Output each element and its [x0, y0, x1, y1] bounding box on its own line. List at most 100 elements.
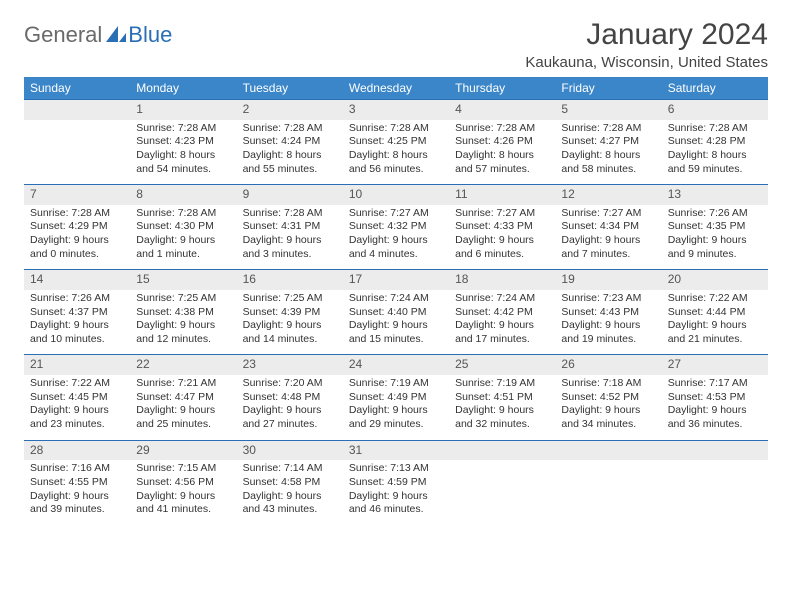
day-line: Sunset: 4:35 PM: [668, 220, 762, 234]
day-line: Daylight: 9 hours: [561, 234, 655, 248]
day-line: Daylight: 8 hours: [349, 149, 443, 163]
day-header: Friday: [555, 77, 661, 100]
header: General Blue January 2024 Kaukauna, Wisc…: [24, 18, 768, 71]
day-number: 26: [561, 357, 574, 371]
day-number-cell: 27: [662, 355, 768, 375]
day-line: and 12 minutes.: [136, 333, 230, 347]
day-line: Sunset: 4:39 PM: [243, 306, 337, 320]
day-line: Sunset: 4:34 PM: [561, 220, 655, 234]
day-line: Sunrise: 7:25 AM: [136, 292, 230, 306]
day-line: and 0 minutes.: [30, 248, 124, 262]
day-detail-cell: Sunrise: 7:26 AMSunset: 4:37 PMDaylight:…: [24, 290, 130, 355]
day-detail-cell: Sunrise: 7:15 AMSunset: 4:56 PMDaylight:…: [130, 460, 236, 525]
day-line: and 17 minutes.: [455, 333, 549, 347]
daynum-row: 21222324252627: [24, 355, 768, 375]
day-line: Sunrise: 7:28 AM: [668, 122, 762, 136]
day-detail-cell: Sunrise: 7:27 AMSunset: 4:32 PMDaylight:…: [343, 205, 449, 270]
day-number-cell: 3: [343, 100, 449, 120]
day-line: Daylight: 9 hours: [349, 234, 443, 248]
day-line: Sunset: 4:30 PM: [136, 220, 230, 234]
day-line: and 59 minutes.: [668, 163, 762, 177]
day-line: Daylight: 9 hours: [243, 319, 337, 333]
day-number-cell: 23: [237, 355, 343, 375]
day-line: Daylight: 9 hours: [136, 234, 230, 248]
day-number: 17: [349, 272, 362, 286]
day-line: and 7 minutes.: [561, 248, 655, 262]
day-detail-cell: Sunrise: 7:28 AMSunset: 4:30 PMDaylight:…: [130, 205, 236, 270]
day-number-cell: 18: [449, 270, 555, 290]
day-number: 8: [136, 187, 143, 201]
day-line: Daylight: 9 hours: [668, 319, 762, 333]
day-line: and 55 minutes.: [243, 163, 337, 177]
day-line: Daylight: 9 hours: [30, 234, 124, 248]
day-line: Sunset: 4:51 PM: [455, 391, 549, 405]
day-line: Daylight: 9 hours: [455, 404, 549, 418]
day-line: Daylight: 9 hours: [668, 404, 762, 418]
day-number-cell: 9: [237, 185, 343, 205]
day-line: Sunrise: 7:24 AM: [349, 292, 443, 306]
day-line: and 34 minutes.: [561, 418, 655, 432]
day-line: Daylight: 9 hours: [349, 319, 443, 333]
day-number: 14: [30, 272, 43, 286]
day-number-cell: 28: [24, 440, 130, 460]
day-number-cell: 8: [130, 185, 236, 205]
day-line: Daylight: 9 hours: [136, 404, 230, 418]
day-line: Daylight: 9 hours: [136, 490, 230, 504]
day-number-cell: 4: [449, 100, 555, 120]
day-detail-cell: Sunrise: 7:28 AMSunset: 4:29 PMDaylight:…: [24, 205, 130, 270]
daynum-row: 28293031: [24, 440, 768, 460]
day-line: Sunrise: 7:28 AM: [136, 207, 230, 221]
day-number: 10: [349, 187, 362, 201]
day-line: Sunset: 4:23 PM: [136, 135, 230, 149]
day-header: Saturday: [662, 77, 768, 100]
day-number-cell: 20: [662, 270, 768, 290]
day-line: Sunrise: 7:27 AM: [561, 207, 655, 221]
day-number: 4: [455, 102, 462, 116]
day-line: Sunrise: 7:20 AM: [243, 377, 337, 391]
day-detail-cell: Sunrise: 7:18 AMSunset: 4:52 PMDaylight:…: [555, 375, 661, 440]
day-detail-cell: Sunrise: 7:25 AMSunset: 4:38 PMDaylight:…: [130, 290, 236, 355]
sail-icon: [106, 26, 126, 47]
day-number-cell: [449, 440, 555, 460]
day-line: Sunset: 4:43 PM: [561, 306, 655, 320]
day-number-cell: 12: [555, 185, 661, 205]
day-line: Sunrise: 7:14 AM: [243, 462, 337, 476]
day-line: Sunrise: 7:23 AM: [561, 292, 655, 306]
day-line: Sunrise: 7:18 AM: [561, 377, 655, 391]
day-detail-cell: Sunrise: 7:19 AMSunset: 4:49 PMDaylight:…: [343, 375, 449, 440]
day-line: Sunset: 4:49 PM: [349, 391, 443, 405]
day-line: Sunset: 4:45 PM: [30, 391, 124, 405]
day-line: and 58 minutes.: [561, 163, 655, 177]
day-number: 21: [30, 357, 43, 371]
day-number: 9: [243, 187, 250, 201]
day-line: and 1 minute.: [136, 248, 230, 262]
day-number: 24: [349, 357, 362, 371]
day-number-cell: 25: [449, 355, 555, 375]
day-number-cell: 6: [662, 100, 768, 120]
day-number: 28: [30, 443, 43, 457]
day-line: and 36 minutes.: [668, 418, 762, 432]
day-line: Daylight: 9 hours: [243, 404, 337, 418]
brand-part1: General: [24, 22, 102, 48]
day-line: Daylight: 9 hours: [668, 234, 762, 248]
day-number: 16: [243, 272, 256, 286]
day-detail-cell: Sunrise: 7:28 AMSunset: 4:24 PMDaylight:…: [237, 120, 343, 185]
day-line: Sunrise: 7:28 AM: [243, 207, 337, 221]
day-line: and 25 minutes.: [136, 418, 230, 432]
day-number: 5: [561, 102, 568, 116]
day-line: and 9 minutes.: [668, 248, 762, 262]
day-detail-cell: Sunrise: 7:27 AMSunset: 4:34 PMDaylight:…: [555, 205, 661, 270]
day-line: Sunrise: 7:19 AM: [455, 377, 549, 391]
day-line: Daylight: 9 hours: [349, 404, 443, 418]
day-detail-cell: Sunrise: 7:25 AMSunset: 4:39 PMDaylight:…: [237, 290, 343, 355]
day-line: Sunrise: 7:25 AM: [243, 292, 337, 306]
day-number-cell: 15: [130, 270, 236, 290]
day-detail-cell: Sunrise: 7:24 AMSunset: 4:42 PMDaylight:…: [449, 290, 555, 355]
day-line: and 43 minutes.: [243, 503, 337, 517]
day-detail-cell: Sunrise: 7:28 AMSunset: 4:31 PMDaylight:…: [237, 205, 343, 270]
brand-logo: General Blue: [24, 18, 172, 48]
detail-row: Sunrise: 7:26 AMSunset: 4:37 PMDaylight:…: [24, 290, 768, 355]
day-line: Sunrise: 7:28 AM: [455, 122, 549, 136]
day-line: Daylight: 8 hours: [136, 149, 230, 163]
day-detail-cell: Sunrise: 7:24 AMSunset: 4:40 PMDaylight:…: [343, 290, 449, 355]
